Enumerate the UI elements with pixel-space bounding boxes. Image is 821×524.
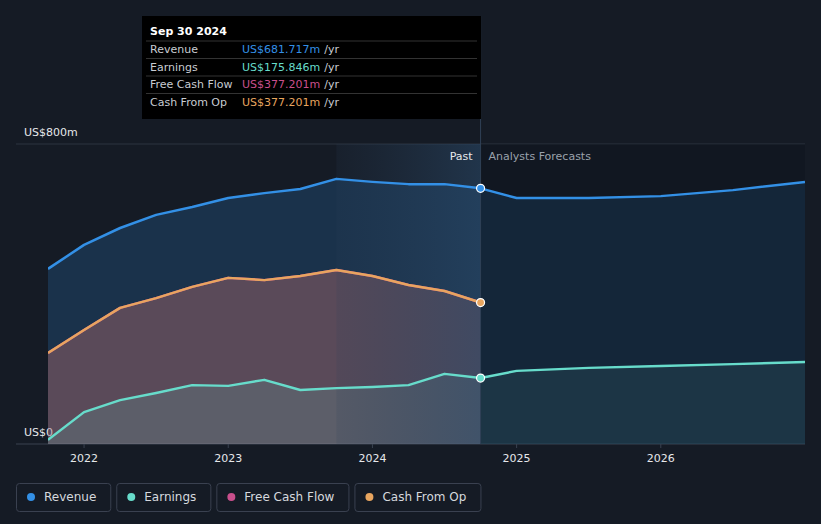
- x-tick-label: 2022: [70, 452, 98, 465]
- legend-box: [17, 484, 111, 512]
- highlight-region: [336, 144, 480, 444]
- x-tick: [372, 444, 373, 448]
- hover-marker: [477, 184, 485, 192]
- series-line: [48, 270, 481, 353]
- tooltip-title: Sep 30 2024: [150, 25, 227, 38]
- tooltip-sep: [146, 76, 477, 77]
- tooltip-unit: /yr: [324, 78, 339, 91]
- tooltip-sep: [146, 58, 477, 59]
- legend-swatch: [27, 493, 35, 501]
- series-line: [48, 362, 805, 440]
- tooltip-sep: [146, 41, 477, 42]
- tooltip-unit: /yr: [324, 43, 339, 56]
- legend-box: [217, 484, 349, 512]
- legend-label: Free Cash Flow: [244, 490, 334, 504]
- tooltip-unit: /yr: [324, 96, 339, 109]
- legend-item[interactable]: Free Cash Flow: [217, 484, 349, 512]
- x-tick-label: 2025: [503, 452, 531, 465]
- tooltip-value: US$377.201m: [242, 78, 320, 91]
- tooltip-sep: [146, 93, 477, 94]
- x-tick-label: 2026: [647, 452, 675, 465]
- tooltip-unit: /yr: [324, 61, 339, 74]
- chart: US$0US$800m20222023202420252026PastAnaly…: [0, 0, 821, 524]
- x-tick: [516, 444, 517, 448]
- x-tick: [84, 444, 85, 448]
- forecast-label: Analysts Forecasts: [489, 150, 592, 163]
- tooltip-value: US$681.717m: [242, 43, 320, 56]
- series-line: [48, 179, 805, 269]
- x-tick: [228, 444, 229, 448]
- x-tick-label: 2024: [358, 452, 386, 465]
- tooltip: [142, 16, 481, 119]
- legend-swatch: [365, 493, 373, 501]
- x-tick-label: 2023: [214, 452, 242, 465]
- legend-label: Revenue: [44, 490, 96, 504]
- legend-label: Earnings: [144, 490, 196, 504]
- past-label: Past: [450, 150, 474, 163]
- tooltip-label: Revenue: [150, 43, 198, 56]
- tooltip-value: US$377.201m: [242, 96, 320, 109]
- series-line: [48, 270, 481, 353]
- legend-swatch: [227, 493, 235, 501]
- legend-item[interactable]: Earnings: [117, 484, 211, 512]
- legend-item[interactable]: Revenue: [17, 484, 111, 512]
- legend-swatch: [127, 493, 135, 501]
- hover-marker: [477, 299, 485, 307]
- y-tick-label: US$800m: [24, 126, 78, 139]
- forecast-region: [481, 144, 805, 444]
- legend-item[interactable]: Cash From Op: [355, 484, 481, 512]
- hover-marker: [477, 374, 485, 382]
- tooltip-label: Free Cash Flow: [150, 78, 233, 91]
- tooltip-label: Earnings: [150, 61, 198, 74]
- tooltip-value: US$175.846m: [242, 61, 320, 74]
- plot: [48, 144, 805, 444]
- x-tick: [660, 444, 661, 448]
- tooltip-label: Cash From Op: [150, 96, 227, 109]
- legend-box: [117, 484, 211, 512]
- legend-box: [355, 484, 481, 512]
- legend-label: Cash From Op: [382, 490, 466, 504]
